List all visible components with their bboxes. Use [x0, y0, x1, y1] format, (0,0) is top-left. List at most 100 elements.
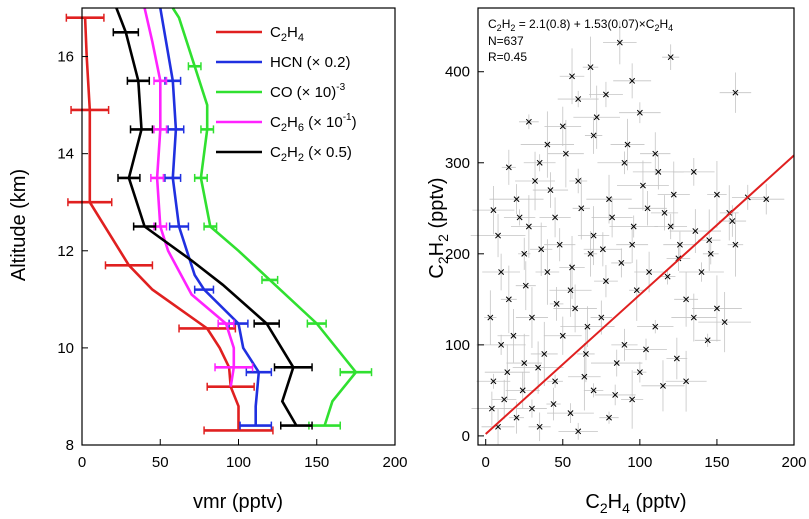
left-y-ticks: 8 10 12 14 16 [57, 49, 88, 454]
data-point [655, 168, 662, 175]
data-point [525, 118, 532, 125]
data-point [532, 178, 538, 184]
series-line-4 [115, 7, 298, 427]
left-y-tick-label: 12 [57, 243, 74, 260]
data-point [504, 369, 511, 376]
right-y-tick-label: 0 [462, 428, 470, 445]
left-y-axis-title: Altitude (km) [8, 169, 30, 281]
right-x-tick-label: 0 [482, 454, 490, 471]
data-point [553, 300, 560, 307]
data-point [692, 228, 699, 235]
data-point [729, 218, 736, 224]
data-point [613, 360, 620, 367]
data-point [713, 191, 720, 198]
left-x-tick-label: 50 [152, 454, 169, 471]
data-point [521, 360, 528, 367]
data-point [599, 246, 606, 253]
left-x-tick-label: 200 [382, 454, 407, 471]
left-y-tick-label: 14 [57, 146, 74, 163]
data-point [704, 337, 711, 344]
data-point [721, 319, 728, 326]
series-line-3 [143, 7, 236, 387]
data-point [547, 187, 554, 194]
data-point [643, 346, 649, 353]
data-point [575, 96, 582, 102]
data-point [513, 414, 520, 421]
data-point [552, 214, 559, 221]
altitude-profile-chart: 0 50 100 150 200 8 10 12 14 16 vmr (pptv) Altitu… [8, 7, 408, 513]
data-point [616, 39, 623, 46]
data-point [713, 305, 720, 312]
data-point [550, 401, 557, 407]
data-point [505, 296, 512, 303]
left-x-axis-title: vmr (pptv) [193, 491, 283, 513]
data-point [522, 282, 529, 289]
data-point [487, 314, 494, 321]
data-point [664, 273, 671, 280]
left-x-tick-label: 100 [226, 454, 251, 471]
data-point [567, 287, 574, 294]
data-point [670, 191, 677, 198]
data-point [490, 207, 497, 214]
data-point [572, 305, 579, 312]
regression-line [485, 154, 795, 435]
legend-label-3: C2H6 (× 10-1) [270, 112, 357, 134]
right-plot-frame [477, 7, 795, 446]
data-point [652, 323, 659, 330]
data-point [602, 278, 609, 285]
data-point [575, 178, 582, 184]
right-x-axis-title: C2H4 (pptv) [585, 491, 686, 516]
profile-series-group [65, 7, 373, 435]
data-point [639, 182, 646, 189]
sample-count: N=637 [488, 34, 524, 48]
data-point [629, 396, 636, 403]
data-point [552, 378, 559, 385]
data-point [624, 141, 631, 148]
data-point [590, 132, 597, 139]
data-point [578, 205, 585, 212]
legend-label-1: HCN (× 0.2) [270, 54, 350, 71]
scatter-points [470, 20, 785, 445]
data-point [636, 109, 643, 116]
data-point [633, 287, 640, 294]
data-point [519, 387, 526, 394]
left-y-tick-label: 10 [57, 340, 74, 357]
data-point [690, 314, 697, 321]
data-point [593, 114, 600, 121]
data-point [498, 269, 505, 275]
data-point [498, 341, 505, 348]
data-point [559, 123, 566, 130]
data-point [544, 141, 551, 148]
data-point [598, 314, 605, 321]
data-point [652, 150, 659, 157]
right-x-tick-label: 200 [781, 454, 806, 471]
data-point [706, 237, 713, 244]
data-point [488, 405, 495, 412]
data-point [536, 423, 543, 430]
legend-label-2: CO (× 10)-3 [270, 82, 346, 101]
data-point [636, 369, 643, 376]
data-point [569, 73, 575, 80]
data-point [590, 387, 597, 394]
scatter-chart: 0 50 100 150 200 0 100 200 300 400 C2H4 (pptv) C… [426, 7, 807, 516]
correlation-coefficient: R=0.45 [488, 50, 527, 64]
data-point [528, 405, 535, 412]
left-x-tick-label: 0 [78, 454, 86, 471]
data-point [516, 214, 523, 221]
data-point [690, 168, 697, 175]
data-point [621, 341, 628, 348]
data-point [582, 351, 589, 357]
right-x-ticks: 0 50 100 150 200 [482, 439, 807, 471]
data-point [505, 164, 512, 171]
legend-label-4: C2H2 (× 0.5) [270, 144, 352, 164]
data-point [490, 378, 497, 385]
data-point [629, 241, 636, 248]
data-point [528, 314, 535, 321]
right-y-tick-label: 400 [445, 64, 470, 81]
regression-equation: C2H2 = 2.1(0.8) + 1.53(0.07)×C2H4 [488, 17, 673, 33]
data-point [510, 332, 517, 339]
data-point [587, 64, 594, 71]
data-point [569, 264, 575, 271]
left-y-tick-label: 16 [57, 49, 74, 66]
data-point [732, 89, 739, 96]
